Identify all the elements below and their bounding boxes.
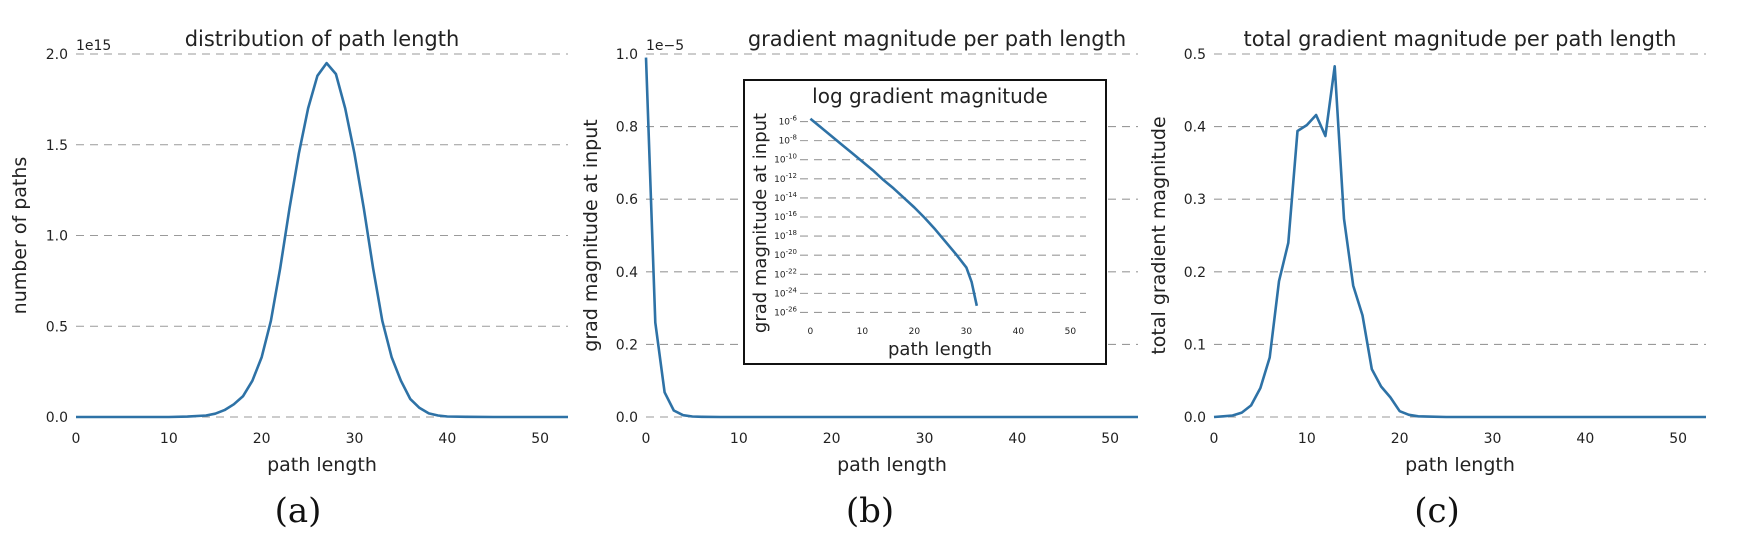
- xtick-label: 10: [730, 431, 748, 447]
- xtick-label: 0: [72, 431, 81, 447]
- inset-ytick-label: 10-16: [774, 210, 797, 223]
- inset-ytick-label: 10-20: [774, 248, 797, 261]
- y-axis-label: total gradient magnitude: [1148, 116, 1170, 354]
- xtick-label: 0: [642, 431, 651, 447]
- ytick-label: 0.6: [616, 192, 638, 208]
- ytick-label: 0.4: [1184, 120, 1206, 136]
- inset-ytick-label: 10-12: [774, 172, 797, 185]
- xtick-label: 20: [1391, 431, 1409, 447]
- xtick-label: 40: [438, 431, 456, 447]
- ytick-label: 0.8: [616, 120, 638, 136]
- panel-a: 0.0 0.5 1.0 1.5 2.0 0 10 20 30 40 50 distribution o…: [9, 27, 568, 476]
- panel-b: 0.0 0.2 0.4 0.6 0.8 1.0 0 10 20 30 40 50 gradient ma…: [580, 27, 1138, 476]
- ytick-label: 0.2: [616, 337, 638, 353]
- inset-ytick-label: 10-14: [774, 191, 797, 204]
- inset-ytick-label: 10-26: [774, 305, 797, 318]
- caption-a: (a): [275, 491, 322, 531]
- inset-xtick-label: 30: [961, 327, 973, 337]
- xtick-label: 20: [253, 431, 271, 447]
- x-axis-label: path length: [267, 454, 377, 476]
- ytick-label: 0.5: [1184, 47, 1206, 63]
- xtick-label: 50: [1101, 431, 1119, 447]
- ytick-label: 1.0: [46, 229, 68, 245]
- series-line: [644, 57, 1138, 419]
- xtick-label: 50: [1669, 431, 1687, 447]
- ytick-label: 0.3: [1184, 192, 1206, 208]
- chart-title: distribution of path length: [185, 27, 460, 51]
- inset-series-line: [809, 117, 979, 307]
- ytick-label: 2.0: [46, 47, 68, 63]
- inset-xtick-label: 0: [808, 327, 814, 337]
- xtick-label: 30: [916, 431, 934, 447]
- xtick-label: 40: [1008, 431, 1026, 447]
- xtick-label: 30: [346, 431, 364, 447]
- inset-ytick-label: 10-8: [779, 134, 797, 147]
- y-axis-label: grad magnitude at input: [580, 119, 602, 351]
- chart-title: gradient magnitude per path length: [748, 27, 1126, 51]
- inset-xtick-label: 40: [1013, 327, 1025, 337]
- inset-ytick-label: 10-10: [774, 153, 797, 166]
- inset-ytick-label: 10-22: [774, 267, 797, 280]
- ytick-label: 0.4: [616, 265, 638, 281]
- inset-xtick-label: 10: [857, 327, 869, 337]
- series-line: [1213, 65, 1706, 419]
- xtick-label: 10: [160, 431, 178, 447]
- inset-title: log gradient magnitude: [812, 84, 1048, 108]
- y-offset-label: 1e15: [76, 38, 111, 54]
- caption-c: (c): [1414, 491, 1460, 531]
- inset-xtick-label: 50: [1065, 327, 1077, 337]
- x-axis-label: path length: [837, 454, 947, 476]
- y-axis-label: number of paths: [9, 157, 31, 315]
- xtick-label: 10: [1298, 431, 1316, 447]
- ytick-label: 0.0: [616, 410, 638, 426]
- ytick-label: 0.2: [1184, 265, 1206, 281]
- ytick-label: 0.5: [46, 319, 68, 335]
- series-line: [76, 61, 568, 419]
- inset-frame: [743, 79, 1107, 365]
- x-axis-label: path length: [1405, 454, 1515, 476]
- xtick-label: 30: [1484, 431, 1502, 447]
- xtick-label: 50: [531, 431, 549, 447]
- xtick-label: 40: [1576, 431, 1594, 447]
- inset-x-axis-label: path length: [888, 339, 992, 360]
- inset-ytick-label: 10-24: [774, 286, 797, 299]
- panel-c: 0.0 0.1 0.2 0.3 0.4 0.5 0 10 20 30 40 50 total gradi…: [1148, 27, 1706, 476]
- ytick-label: 1.0: [616, 47, 638, 63]
- xtick-label: 0: [1210, 431, 1219, 447]
- ytick-label: 0.0: [1184, 410, 1206, 426]
- caption-b: (b): [846, 491, 894, 531]
- inset-ytick-label: 10-6: [779, 115, 798, 128]
- inset-ytick-label: 10-18: [774, 229, 797, 242]
- inset-y-axis-label: grad magnitude at input: [750, 113, 771, 333]
- inset-log-gradient: 10-6 10-8 10-10 10-12 10-14 10-16 10-18 10-20 10…: [743, 79, 1107, 365]
- inset-xtick-label: 20: [909, 327, 921, 337]
- xtick-label: 20: [823, 431, 841, 447]
- ytick-label: 0.0: [46, 410, 68, 426]
- chart-title: total gradient magnitude per path length: [1243, 27, 1676, 51]
- ytick-label: 1.5: [46, 138, 68, 154]
- y-offset-label: 1e−5: [646, 38, 684, 54]
- ytick-label: 0.1: [1184, 337, 1206, 353]
